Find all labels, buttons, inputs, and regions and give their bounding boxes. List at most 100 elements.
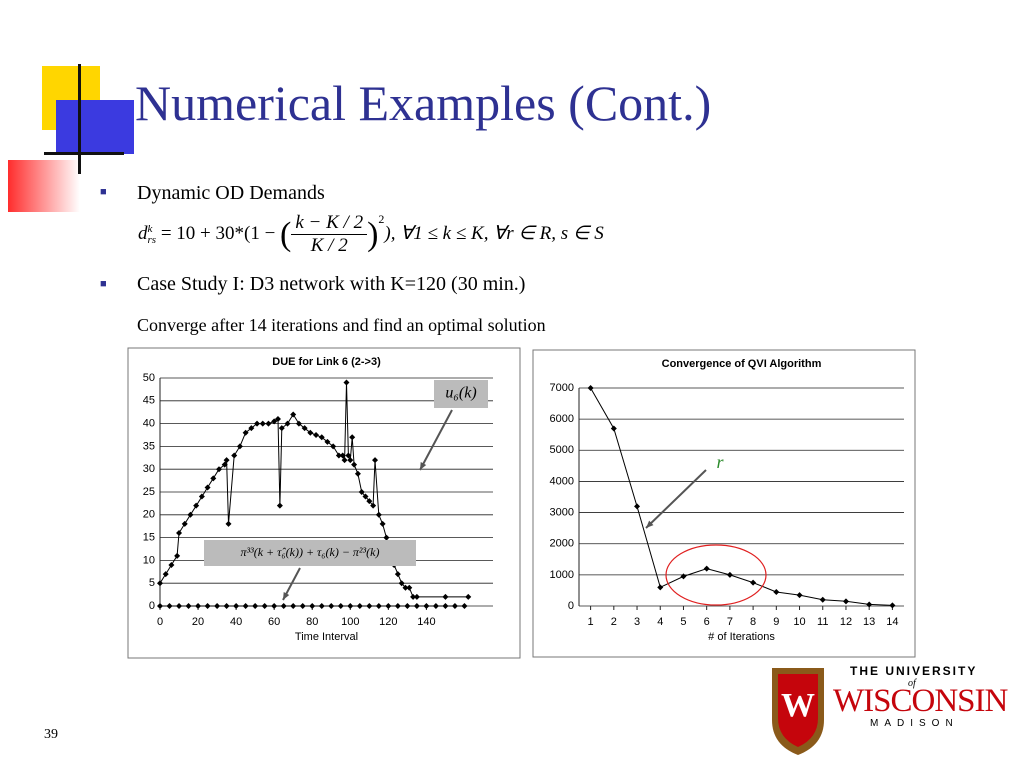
- formula-sup: k: [147, 222, 153, 235]
- marker: [366, 603, 373, 609]
- marker: [394, 571, 401, 578]
- y-tick-label: 35: [143, 440, 155, 452]
- formula-eq: = 10 + 30*(1 −: [160, 222, 276, 244]
- marker: [404, 603, 411, 609]
- marker: [174, 552, 181, 559]
- formula-num: k − K / 2: [291, 212, 368, 235]
- marker: [280, 603, 287, 609]
- bullet-marker: ■: [100, 278, 107, 290]
- marker: [341, 457, 348, 464]
- x-tick-label: 20: [192, 616, 204, 628]
- marker: [168, 561, 175, 568]
- y-tick-label: 7000: [550, 382, 574, 394]
- marker: [406, 584, 413, 591]
- logo-text: THE UNIVERSITY: [850, 664, 978, 678]
- marker: [375, 511, 382, 518]
- x-tick-label: 11: [817, 616, 828, 628]
- x-tick-label: 60: [268, 616, 280, 628]
- bullet: Case Study I: D3 network with K=120 (30 …: [137, 273, 526, 295]
- x-tick-label: 0: [157, 616, 163, 628]
- marker: [176, 603, 183, 609]
- highlight: [665, 544, 767, 606]
- x-tick-label: 1: [588, 616, 594, 628]
- marker: [274, 416, 281, 423]
- y-tick-label: 0: [149, 600, 155, 612]
- marker: [402, 584, 409, 591]
- page-number: 39: [44, 727, 58, 742]
- marker: [347, 603, 354, 609]
- x-tick-label: 40: [230, 616, 242, 628]
- marker: [398, 580, 405, 587]
- marker: [394, 603, 401, 609]
- marker: [284, 420, 291, 427]
- marker: [204, 603, 211, 609]
- y-tick-label: 15: [143, 532, 155, 544]
- logo-shield: [778, 674, 818, 747]
- x-tick-label: 4: [657, 616, 663, 628]
- marker: [299, 603, 306, 609]
- marker: [866, 601, 873, 608]
- callout-arrow: [419, 409, 453, 471]
- x-tick-label: 80: [306, 616, 318, 628]
- slide-title: Numerical Examples (Cont.): [135, 75, 712, 131]
- marker: [337, 603, 344, 609]
- chart-frame: [532, 349, 916, 658]
- marker: [214, 603, 221, 609]
- marker: [193, 502, 200, 509]
- logo-text: of: [908, 678, 916, 689]
- marker: [242, 429, 249, 436]
- marker: [362, 493, 369, 500]
- marker: [271, 603, 278, 609]
- bullet: Dynamic OD Demands: [137, 182, 325, 204]
- y-tick-label: 25: [143, 486, 155, 498]
- x-tick-label: 12: [840, 616, 852, 628]
- y-tick-label: 40: [143, 418, 155, 430]
- chart-title: Convergence of QVI Algorithm: [662, 358, 822, 370]
- marker: [187, 511, 194, 518]
- marker: [773, 588, 780, 595]
- marker: [276, 502, 283, 509]
- note: Converge after 14 iterations and find an…: [137, 315, 546, 335]
- marker: [375, 603, 382, 609]
- marker: [290, 411, 297, 418]
- logo-w: W: [781, 687, 815, 724]
- marker: [657, 584, 664, 591]
- marker: [198, 493, 205, 500]
- marker: [259, 420, 266, 427]
- marker: [423, 603, 430, 609]
- x-tick-label: 13: [863, 616, 875, 628]
- arrow-head: [283, 592, 290, 600]
- marker: [248, 425, 255, 432]
- y-tick-label: 10: [143, 554, 155, 566]
- x-tick-label: 7: [727, 616, 733, 628]
- marker: [225, 520, 232, 527]
- y-tick-label: 45: [143, 395, 155, 407]
- marker: [261, 603, 268, 609]
- arrow-head: [420, 462, 427, 470]
- marker: [210, 475, 217, 482]
- marker: [324, 438, 331, 445]
- marker: [432, 603, 439, 609]
- marker: [271, 418, 278, 425]
- arrow-head: [646, 520, 654, 528]
- marker: [221, 461, 228, 468]
- marker: [347, 457, 354, 464]
- marker: [465, 593, 472, 600]
- marker: [351, 461, 358, 468]
- marker: [379, 520, 386, 527]
- x-tick-label: 120: [379, 616, 397, 628]
- annotation: r: [716, 452, 724, 472]
- x-axis-label: Time Interval: [295, 631, 358, 643]
- y-tick-label: 20: [143, 509, 155, 521]
- marker: [345, 452, 352, 459]
- marker: [366, 498, 373, 505]
- marker: [328, 603, 335, 609]
- marker: [330, 443, 337, 450]
- marker: [358, 489, 365, 495]
- marker: [354, 470, 361, 477]
- marker: [442, 593, 449, 600]
- marker: [750, 579, 757, 586]
- marker: [442, 603, 449, 609]
